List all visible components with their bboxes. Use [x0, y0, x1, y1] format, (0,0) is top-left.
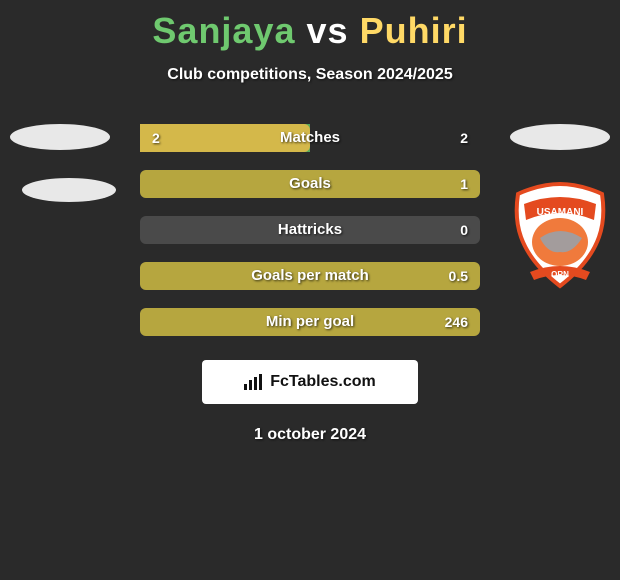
attribution-box: FcTables.com [202, 360, 418, 404]
badge-text-bottom: ORN [551, 270, 569, 279]
decor-ellipse-left-1 [10, 124, 110, 150]
date-text: 1 october 2024 [0, 426, 620, 444]
chart-icon [244, 374, 264, 390]
chart-area: USAMANI ORN Matches22 Goals1 Hattricks0 Goa… [0, 124, 620, 336]
badge-text-top: USAMANI [537, 207, 584, 218]
decor-ellipse-left-2 [22, 178, 116, 202]
stat-bar-right [140, 262, 480, 290]
stat-row: Goals per match0.5 [140, 262, 480, 290]
subtitle: Club competitions, Season 2024/2025 [0, 66, 620, 84]
decor-ellipse-right-1 [510, 124, 610, 150]
stat-bar-right [140, 216, 480, 244]
player2-name: Puhiri [360, 10, 468, 51]
attribution-text: FcTables.com [270, 373, 376, 391]
stat-row: Goals1 [140, 170, 480, 198]
stat-row: Hattricks0 [140, 216, 480, 244]
stat-bar-right [140, 170, 480, 198]
page-title: Sanjaya vs Puhiri [0, 0, 620, 52]
stat-bar-right [140, 124, 310, 152]
vs-text: vs [307, 10, 349, 51]
stat-row: Min per goal246 [140, 308, 480, 336]
stat-bars: Matches22 Goals1 Hattricks0 Goals per match… [140, 124, 480, 336]
stat-row: Matches22 [140, 124, 480, 152]
stat-value-right: 2 [460, 124, 468, 152]
stat-bar-right [140, 308, 480, 336]
team-badge-right: USAMANI ORN [510, 180, 610, 290]
player1-name: Sanjaya [152, 10, 295, 51]
